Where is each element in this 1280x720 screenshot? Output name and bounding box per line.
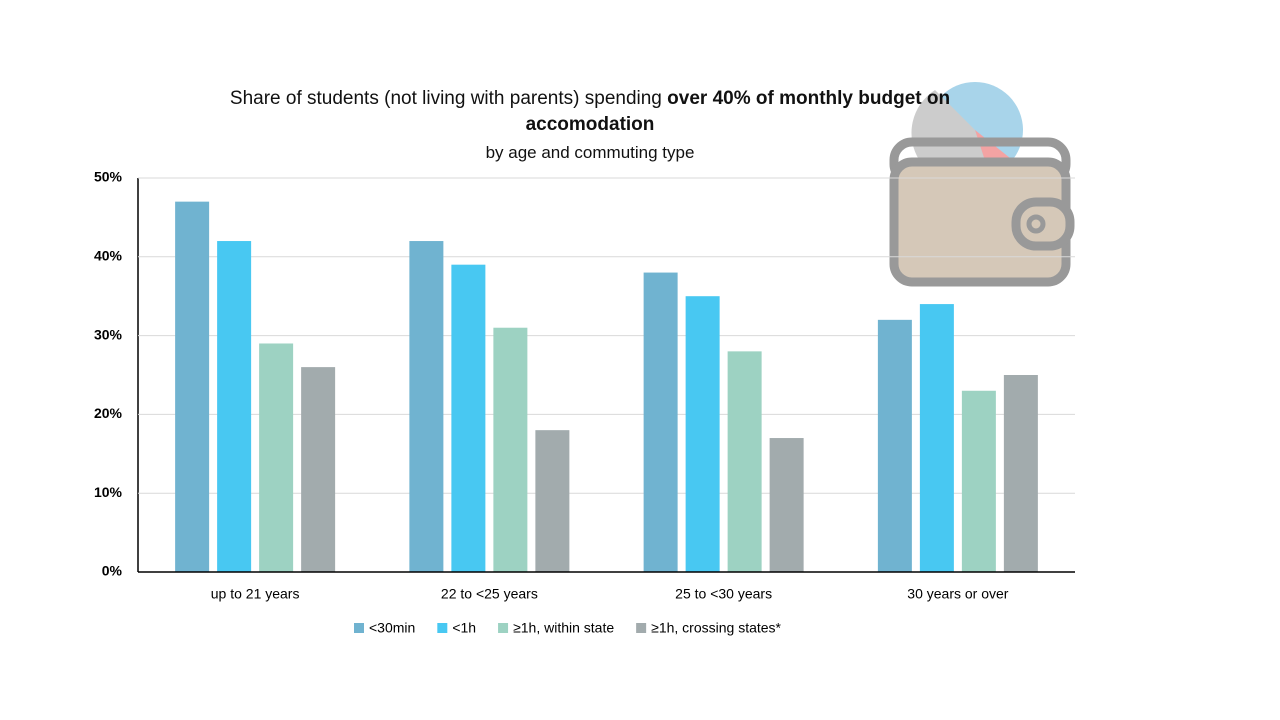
bar xyxy=(493,327,528,572)
title-text: Share of students (not living with paren… xyxy=(229,88,662,109)
bar xyxy=(877,319,912,572)
bar xyxy=(727,351,762,572)
legend-swatch xyxy=(437,623,448,633)
y-tick-label: 0% xyxy=(102,563,123,579)
bar xyxy=(919,304,954,572)
bar xyxy=(175,201,210,572)
legend-swatch xyxy=(498,623,509,633)
bar xyxy=(1003,375,1038,572)
x-tick-label: 30 years or over xyxy=(907,586,1008,602)
bar xyxy=(535,430,570,572)
bar xyxy=(769,438,804,572)
bar xyxy=(685,296,720,572)
legend-label: <30min xyxy=(369,620,415,636)
x-tick-label: up to 21 years xyxy=(211,586,300,602)
title-emphasis: over 40% of monthly budget on accomodati… xyxy=(525,88,951,135)
legend-swatch xyxy=(636,623,647,633)
y-tick-label: 20% xyxy=(94,405,123,421)
legend-label: <1h xyxy=(452,620,476,636)
bar xyxy=(961,390,996,572)
y-tick-label: 10% xyxy=(94,484,123,500)
bar xyxy=(409,241,444,573)
bar xyxy=(301,367,336,572)
legend-swatch xyxy=(354,623,364,633)
bar xyxy=(217,241,252,573)
x-tick-label: 25 to <30 years xyxy=(675,586,772,602)
y-tick-label: 30% xyxy=(94,326,123,342)
bar xyxy=(451,264,486,572)
legend-label: ≥1h, crossing states* xyxy=(651,620,781,636)
bar xyxy=(259,343,294,572)
x-tick-label: 22 to <25 years xyxy=(441,586,538,602)
y-tick-label: 40% xyxy=(94,248,123,264)
wallet-icon xyxy=(889,82,1075,287)
bar xyxy=(643,272,678,572)
chart-subtitle: by age and commuting type xyxy=(485,143,695,162)
chart-title: Share of students (not living with paren… xyxy=(170,86,1010,138)
legend-label: ≥1h, within state xyxy=(513,620,614,636)
y-tick-label: 50% xyxy=(94,169,123,185)
